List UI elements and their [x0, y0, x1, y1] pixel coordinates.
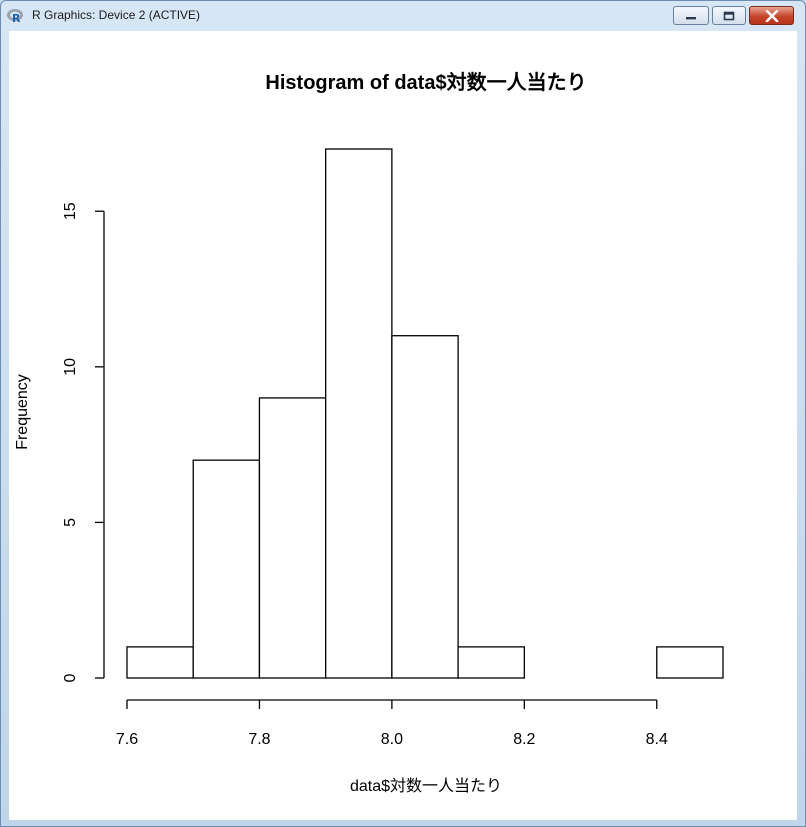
window-title: R Graphics: Device 2 (ACTIVE) — [32, 8, 201, 22]
x-tick-label: 7.8 — [248, 731, 270, 748]
histogram-bar — [192, 459, 261, 679]
maximize-icon — [723, 11, 735, 20]
plot-canvas: Histogram of data$対数一人当たり 7.6 7.8 8.0 8.2 8.… — [9, 31, 797, 820]
y-tick-label: 15 — [62, 202, 79, 220]
minimize-button[interactable] — [673, 6, 709, 25]
close-icon — [765, 9, 778, 22]
y-tick-label: 10 — [62, 358, 79, 376]
close-button[interactable] — [749, 6, 794, 25]
bar-group — [126, 148, 724, 679]
histogram-bar — [391, 335, 459, 679]
histogram-bar — [126, 646, 194, 679]
maximize-button[interactable] — [712, 6, 746, 25]
y-axis-label: Frequency — [14, 374, 31, 450]
svg-text:R: R — [12, 12, 21, 24]
x-axis-label: data$対数一人当たり — [350, 777, 502, 795]
histogram-bar — [457, 646, 525, 679]
minimize-icon — [686, 16, 696, 19]
x-tick-label: 8.4 — [646, 731, 668, 748]
chart-title: Histogram of data$対数一人当たり — [265, 70, 586, 94]
x-axis: 7.6 7.8 8.0 8.2 8.4 — [116, 699, 668, 748]
r-logo-icon: R — [7, 9, 23, 24]
y-axis: 0 5 10 15 — [62, 202, 105, 682]
title-bar[interactable]: R R Graphics: Device 2 (ACTIVE) — [1, 1, 805, 31]
x-tick-label: 8.0 — [381, 731, 403, 748]
x-tick-label: 7.6 — [116, 731, 138, 748]
histogram-bar — [656, 646, 724, 679]
histogram-chart: Histogram of data$対数一人当たり 7.6 7.8 8.0 8.2 8.… — [14, 70, 724, 795]
histogram-bar — [258, 397, 327, 679]
x-tick-label: 8.2 — [513, 731, 535, 748]
y-tick-label: 5 — [62, 518, 79, 527]
histogram-bar — [325, 148, 393, 679]
y-tick-label: 0 — [62, 673, 79, 682]
